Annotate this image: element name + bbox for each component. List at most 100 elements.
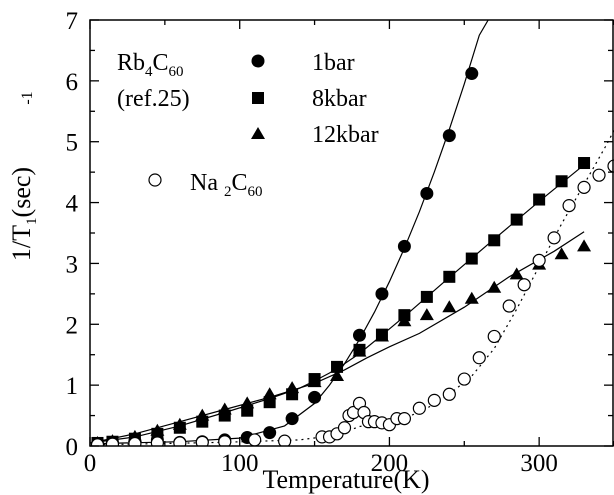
point-12kbar-17 xyxy=(464,291,479,304)
point-12kbar-6 xyxy=(217,402,232,415)
point-na2c60-7 xyxy=(248,433,262,446)
point-na2c60-3 xyxy=(150,436,164,446)
x-tick-label-100: 100 xyxy=(221,450,259,477)
legend-marker-na2c60 xyxy=(148,173,162,187)
x-axis-title: Temperature(K) xyxy=(262,465,429,494)
y-tick-label-6: 6 xyxy=(66,69,79,96)
point-8kbar-22 xyxy=(578,157,591,170)
y-tick-label-4: 4 xyxy=(66,191,79,218)
reference-label: (ref.25) xyxy=(117,86,190,112)
legend-label-na2c60-c: C xyxy=(231,170,247,196)
point-na2c60-22 xyxy=(397,412,411,426)
point-12kbar-12 xyxy=(352,344,367,357)
point-na2c60-5 xyxy=(195,435,209,446)
point-12kbar-22 xyxy=(577,239,592,252)
point-12kbar-11 xyxy=(330,369,345,382)
y-axis-title-rest: (sec) xyxy=(7,167,36,218)
y-tick-label-5: 5 xyxy=(66,130,79,157)
y-axis-title-subscript: 1 xyxy=(24,217,40,225)
point-na2c60-25 xyxy=(442,387,456,401)
legend-label-na2c60: Na 2C60 xyxy=(190,170,263,200)
point-na2c60-26 xyxy=(457,372,471,386)
point-12kbar-13 xyxy=(374,329,389,342)
point-na2c60-28 xyxy=(487,329,501,344)
point-na2c60-24 xyxy=(427,393,441,407)
point-12kbar-7 xyxy=(240,396,255,409)
compound-label-sub4: 4 xyxy=(145,64,153,80)
point-12kbar-9 xyxy=(285,381,300,394)
compound-label-c: C xyxy=(153,50,169,76)
point-1bar-13 xyxy=(397,239,411,253)
point-8kbar-15 xyxy=(420,290,433,303)
point-12kbar-5 xyxy=(195,408,210,421)
point-12kbar-10 xyxy=(307,375,322,388)
point-8kbar-18 xyxy=(488,234,501,247)
point-na2c60-34 xyxy=(577,180,591,194)
legend-label-8kbar: 8kbar xyxy=(312,86,367,112)
point-na2c60-6 xyxy=(218,435,232,446)
point-1bar-10 xyxy=(308,390,322,404)
y-tick-label-3: 3 xyxy=(66,251,79,278)
plot-frame xyxy=(89,19,614,447)
point-1bar-15 xyxy=(442,129,456,143)
y-axis-title: 1/T1(sec) xyxy=(7,167,40,261)
point-na2c60-12 xyxy=(337,421,352,435)
point-12kbar-4 xyxy=(172,417,187,430)
point-na2c60-27 xyxy=(472,351,486,365)
point-1bar-12 xyxy=(375,287,389,301)
point-8kbar-20 xyxy=(533,193,546,206)
point-12kbar-19 xyxy=(509,267,524,280)
point-na2c60-30 xyxy=(517,278,531,292)
point-8kbar-11 xyxy=(331,360,344,373)
point-na2c60-2 xyxy=(128,436,142,446)
point-na2c60-8 xyxy=(278,434,292,446)
fit-line-na2c60 xyxy=(97,129,614,446)
point-8kbar-17 xyxy=(465,252,478,265)
point-na2c60-33 xyxy=(562,199,576,213)
point-na2c60-32 xyxy=(547,231,561,245)
x-tick-label-300: 300 xyxy=(520,450,558,477)
point-na2c60-1 xyxy=(105,437,120,446)
point-12kbar-16 xyxy=(442,300,457,313)
point-1bar-9 xyxy=(285,412,299,426)
y-tick-label-1: 1 xyxy=(66,373,79,400)
y-tick-label-0: 0 xyxy=(66,434,79,461)
point-12kbar-8 xyxy=(262,387,277,400)
point-12kbar-21 xyxy=(554,247,569,260)
point-12kbar-15 xyxy=(419,308,434,321)
y-axis-title-base: 1/T xyxy=(7,225,36,261)
point-1bar-11 xyxy=(352,328,366,342)
point-8kbar-16 xyxy=(443,270,456,283)
point-na2c60-35 xyxy=(592,168,606,182)
point-1bar-16 xyxy=(465,67,479,81)
point-na2c60-23 xyxy=(412,401,426,415)
point-na2c60-4 xyxy=(173,436,187,446)
compound-label-rb: Rb xyxy=(117,50,145,76)
y-axis-title-superscript: -1 xyxy=(19,91,36,104)
point-8kbar-19 xyxy=(510,213,523,226)
y-tick-label-7: 7 xyxy=(66,8,79,35)
legend: 1bar 8kbar 12kbar Na 2C60 xyxy=(148,50,379,200)
point-1bar-14 xyxy=(420,186,434,200)
point-na2c60-29 xyxy=(502,299,516,313)
compound-label-sub60: 60 xyxy=(169,64,184,80)
legend-marker-8kbar xyxy=(252,92,264,104)
legend-marker-12kbar xyxy=(251,127,265,139)
x-tick-label-0: 0 xyxy=(84,450,97,477)
point-na2c60-31 xyxy=(532,253,546,267)
legend-label-12kbar: 12kbar xyxy=(312,122,379,148)
legend-label-na2c60-sub2: 2 xyxy=(224,184,232,200)
legend-label-na2c60-sub60: 60 xyxy=(248,184,263,200)
legend-marker-1bar xyxy=(251,54,265,68)
point-8kbar-21 xyxy=(555,175,568,188)
fit-line-1bar xyxy=(97,20,489,445)
y-tick-label-2: 2 xyxy=(66,312,79,339)
compound-label: Rb4C60 xyxy=(117,50,184,80)
point-12kbar-18 xyxy=(487,280,502,293)
legend-label-na2c60-na: Na xyxy=(190,170,224,196)
point-12kbar-14 xyxy=(397,314,412,327)
point-12kbar-3 xyxy=(150,423,165,436)
fit-line-12kbar xyxy=(90,231,585,444)
axes: 0 100 200 300 0 1 2 3 4 5 6 7 xyxy=(66,8,614,477)
